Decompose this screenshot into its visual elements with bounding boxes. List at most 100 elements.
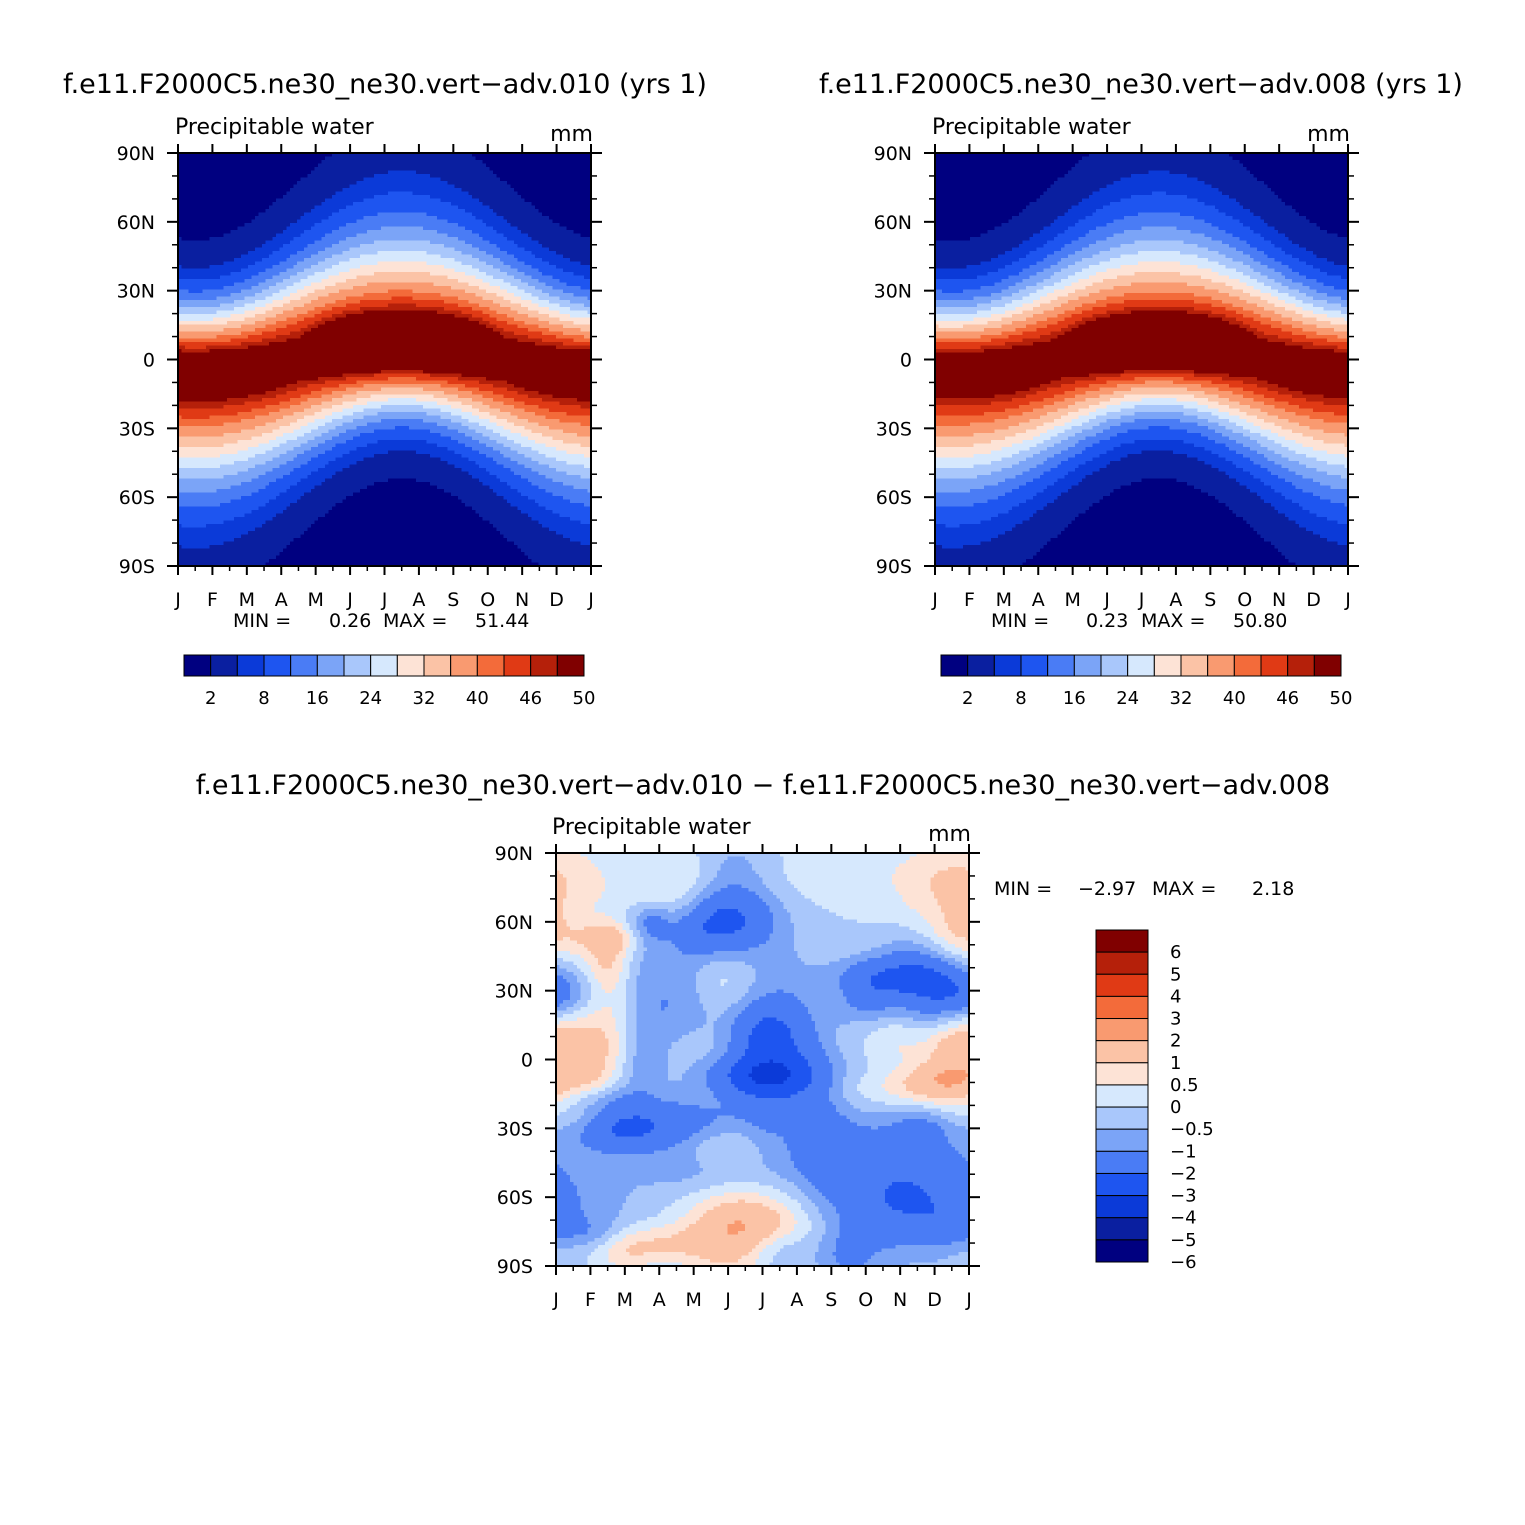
contour-cell (584, 1143, 676, 1148)
contour-cell (832, 1203, 890, 1208)
contour-cell (871, 975, 949, 980)
contour-cell (948, 961, 963, 966)
contour-cell (307, 174, 375, 179)
contour-cell (937, 1031, 956, 1036)
contour-cell (748, 989, 778, 994)
contour-cell (1229, 373, 1349, 378)
contour-cell (647, 930, 708, 935)
contour-cell (321, 202, 354, 207)
contour-cell (178, 226, 239, 231)
colorbar-label: 2 (962, 688, 973, 709)
contour-cell (759, 1150, 792, 1155)
contour-cell (388, 478, 417, 483)
contour-cell (227, 321, 256, 326)
contour-cell (710, 1196, 771, 1201)
panel-3-max-label: MAX = (1152, 878, 1216, 900)
contour-cell (619, 979, 627, 984)
contour-cell (713, 877, 764, 882)
x-tick-label: J (965, 1289, 972, 1311)
contour-cell (178, 286, 225, 291)
contour-cell (178, 289, 190, 294)
contour-cell (412, 289, 466, 294)
contour-cell (636, 1231, 680, 1236)
contour-cell (860, 951, 893, 956)
contour-cell (584, 1213, 620, 1218)
contour-cell (521, 303, 540, 308)
contour-cell (727, 1073, 750, 1078)
contour-cell (535, 342, 564, 347)
y-tick-label: 60S (876, 487, 912, 509)
contour-cell (353, 286, 452, 291)
contour-cell (566, 471, 592, 476)
contour-cell (615, 986, 627, 991)
contour-cell (871, 979, 953, 984)
contour-cell (615, 1056, 627, 1061)
contour-cell (836, 1206, 893, 1211)
contour-cell (994, 429, 1027, 434)
contour-cell (1050, 380, 1076, 385)
contour-cell (867, 1070, 893, 1075)
contour-cell (570, 499, 592, 504)
contour-cell (461, 499, 508, 504)
contour-cell (437, 443, 466, 448)
contour-cell (1040, 433, 1059, 438)
contour-cell (178, 317, 214, 322)
contour-cell (1064, 391, 1087, 396)
contour-cell (1327, 300, 1349, 305)
contour-cell (734, 1115, 848, 1120)
contour-cell (797, 1220, 813, 1225)
contour-cell (1029, 293, 1048, 298)
contour-cell (1285, 275, 1307, 280)
contour-cell (216, 310, 246, 315)
contour-cell (888, 1091, 914, 1096)
contour-cell (935, 380, 1052, 385)
contour-cell (984, 349, 1335, 354)
colorbar-swatch (1180, 654, 1209, 677)
contour-cell (178, 531, 249, 536)
contour-cell (556, 1115, 582, 1120)
contour-cell (629, 1192, 690, 1197)
contour-cell (1012, 247, 1038, 252)
contour-cell (619, 1038, 627, 1043)
contour-cell (272, 300, 291, 305)
contour-cell (489, 412, 512, 417)
contour-cell (311, 209, 340, 214)
contour-cell (1288, 447, 1314, 452)
contour-cell (556, 972, 575, 977)
contour-cell (178, 261, 225, 266)
contour-cell (1239, 219, 1265, 224)
contour-cell (510, 457, 533, 462)
contour-cell (935, 349, 985, 354)
contour-cell (636, 1049, 669, 1054)
contour-cell (342, 188, 463, 193)
contour-cell (832, 1080, 844, 1085)
contour-cell (955, 1147, 970, 1152)
contour-cell (1040, 548, 1279, 553)
contour-cell (493, 209, 540, 214)
contour-cell (318, 443, 337, 448)
contour-cell (503, 216, 550, 221)
contour-cell (1257, 384, 1279, 389)
contour-cell (559, 1164, 701, 1169)
contour-cell (556, 1122, 571, 1127)
contour-cell (801, 1000, 848, 1005)
contour-cell (1260, 296, 1279, 301)
contour-cell (955, 965, 970, 970)
colorbar-swatch (967, 654, 995, 677)
contour-cell (1218, 188, 1272, 193)
contour-cell (517, 489, 547, 494)
contour-cell (486, 223, 512, 228)
contour-cell (181, 524, 207, 529)
contour-cell (566, 888, 606, 893)
contour-cell (276, 436, 298, 441)
contour-cell (935, 156, 1083, 161)
contour-cell (935, 394, 996, 399)
contour-cell (556, 1038, 610, 1043)
contour-cell (1201, 433, 1223, 438)
contour-cell (363, 310, 438, 315)
contour-cell (935, 233, 982, 238)
contour-cell (241, 534, 302, 539)
contour-cell (528, 394, 554, 399)
contour-cell (279, 272, 298, 277)
contour-cell (1313, 296, 1342, 301)
